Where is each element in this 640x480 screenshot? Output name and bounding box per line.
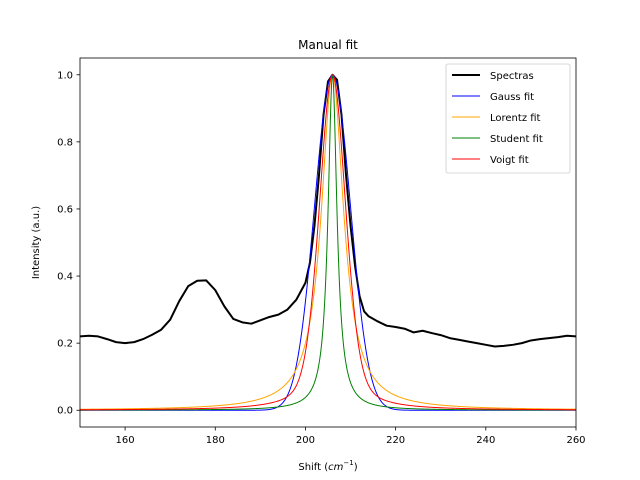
y-tick-label: 0.8 bbox=[57, 137, 73, 148]
y-tick-label: 0.0 bbox=[57, 406, 73, 417]
legend: Spectras Gauss fit Lorentz fit Student fit V… bbox=[445, 63, 571, 174]
x-tick-label: 260 bbox=[566, 435, 585, 446]
x-tick-label: 220 bbox=[386, 435, 405, 446]
legend-label: Student fit bbox=[490, 134, 543, 145]
y-tick-label: 0.4 bbox=[57, 272, 73, 283]
x-axis-label: Shift (cm−1) bbox=[298, 459, 357, 473]
series-layer bbox=[80, 73, 576, 411]
y-tick-label: 0.6 bbox=[57, 204, 73, 215]
legend-label: Gauss fit bbox=[490, 92, 534, 103]
chart-title: Manual fit bbox=[298, 38, 358, 52]
legend-frame bbox=[445, 63, 571, 174]
legend-label: Voigt fit bbox=[490, 155, 529, 166]
x-axis-label-text: Shift bbox=[298, 462, 321, 473]
legend-label: Spectras bbox=[490, 71, 534, 82]
series-line-voigt-fit bbox=[80, 74, 576, 411]
legend-label: Lorentz fit bbox=[490, 113, 541, 124]
series-line-lorentz-fit bbox=[80, 74, 576, 410]
series-line-student-fit bbox=[80, 74, 576, 411]
plot-frame bbox=[79, 57, 577, 428]
x-tick-label: 240 bbox=[476, 435, 495, 446]
y-tick-label: 0.2 bbox=[57, 339, 73, 350]
y-tick-label: 1.0 bbox=[57, 70, 73, 81]
x-tick-label: 180 bbox=[206, 435, 225, 446]
y-axis: 0.0 0.2 0.4 0.6 0.8 1.0 bbox=[57, 70, 80, 417]
x-axis-unit: cm bbox=[328, 462, 343, 473]
x-axis-unit-exponent: −1 bbox=[343, 459, 353, 467]
x-axis: 160 180 200 220 240 260 bbox=[116, 427, 586, 446]
x-tick-label: 200 bbox=[296, 435, 315, 446]
x-tick-label: 160 bbox=[116, 435, 135, 446]
y-axis-label: Intensity (a.u.) bbox=[31, 206, 42, 279]
